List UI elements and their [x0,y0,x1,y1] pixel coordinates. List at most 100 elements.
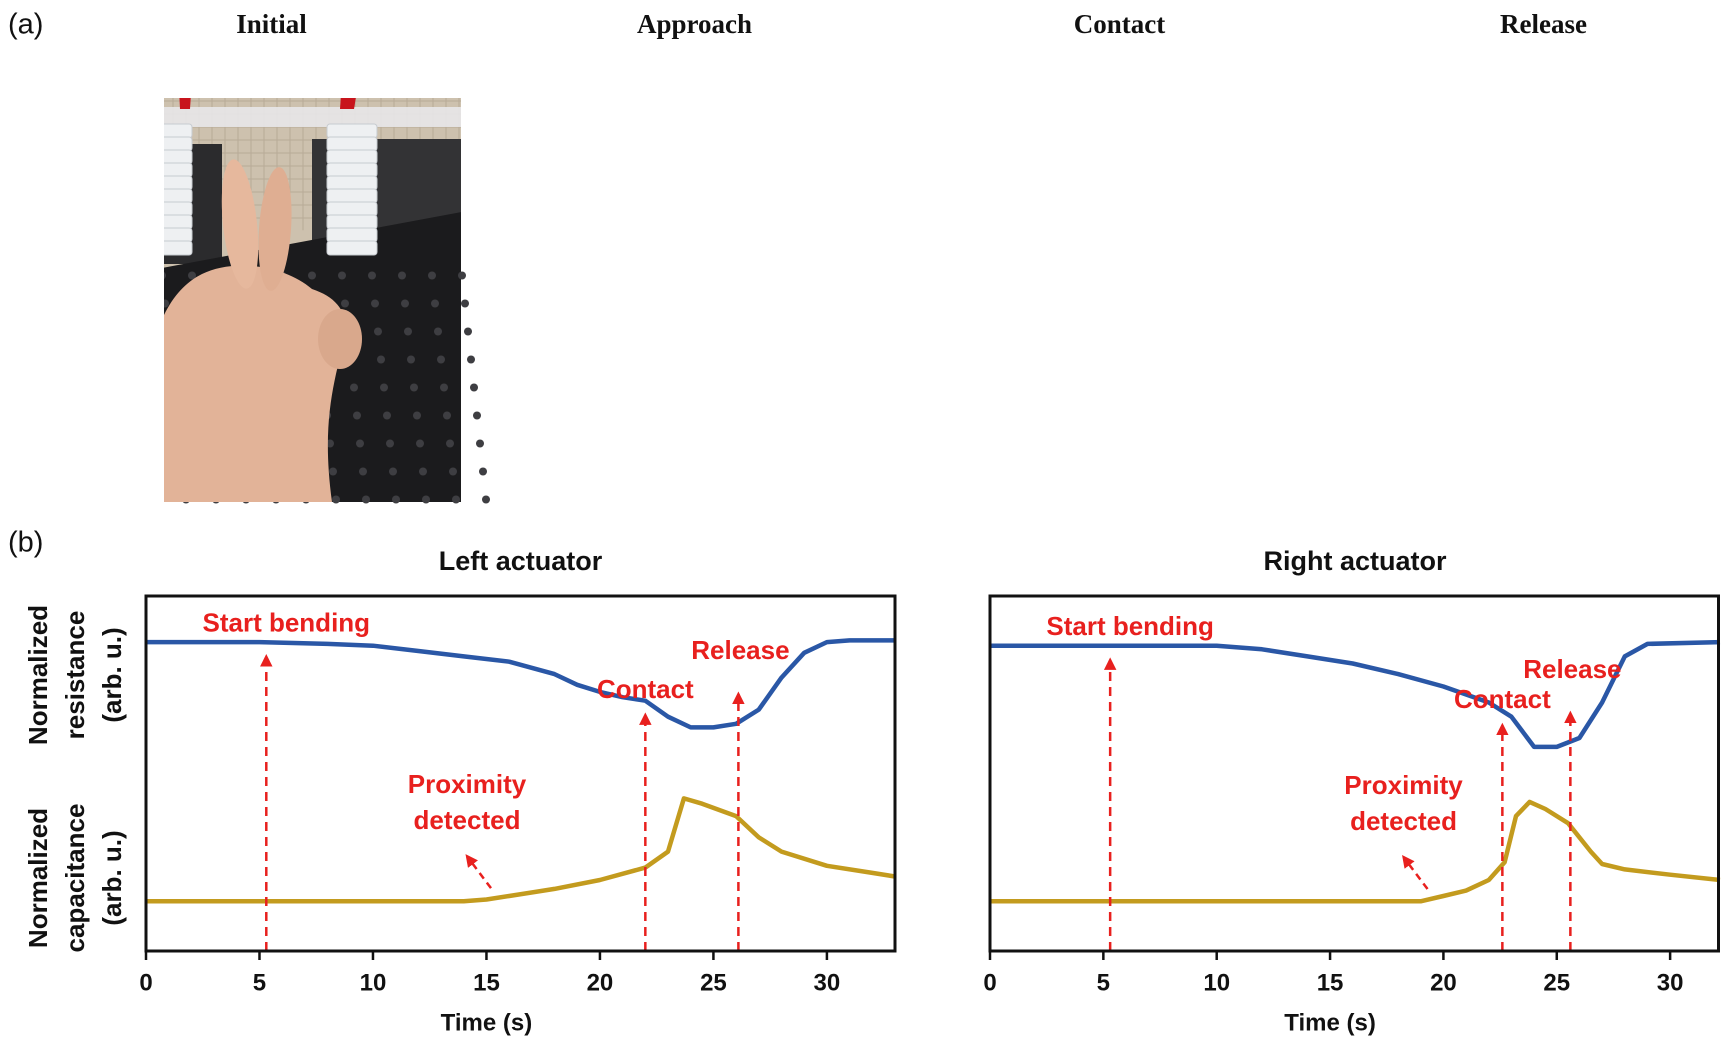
actuator-segment [750,124,800,138]
table-hole [1180,496,1188,504]
table-hole [866,412,874,420]
x-tick-label: 5 [253,969,266,996]
actuator-segment [1598,150,1648,166]
actuator-segment [1599,124,1649,138]
actuator-segment [566,149,617,168]
table-hole [1631,468,1639,476]
photo-row: InitialApproachContactRelease [82,9,1722,503]
actuator-segment [142,150,192,164]
table-hole [860,356,868,364]
table-hole [1255,356,1263,364]
table-hole [1502,384,1510,392]
table-hole [680,356,688,364]
x-tick-label: 25 [1543,969,1570,996]
y-axis-label: Normalized [23,605,53,745]
table-hole [1616,328,1624,336]
actuator-segment [992,148,1044,170]
y-axis-label: (arb. u.) [97,627,127,722]
actuator-segment [142,215,192,229]
table-hole [1150,496,1158,504]
table-hole [1583,300,1591,308]
actuator-segment [571,174,623,197]
actuator-segment [748,149,799,168]
table-hole [1324,440,1332,448]
table-hole [1571,468,1579,476]
photo-title: Contact [1074,9,1165,39]
table-hole [1225,356,1233,364]
actuator-segment [327,150,377,164]
table-hole [1421,468,1429,476]
table-hole [1673,300,1681,308]
table-hole [890,356,898,364]
table-hole [1012,328,1020,336]
table-hole [1691,468,1699,476]
table-hole [599,440,607,448]
table-hole [1126,272,1134,280]
table-hole [764,300,772,308]
actuator-segment [327,137,377,151]
red-clip [1612,49,1636,109]
table-hole [1105,356,1113,364]
table-hole [710,356,718,364]
optical-table [930,212,1309,502]
actuator-segment [142,176,192,190]
table-hole [1544,496,1552,504]
table-hole [1141,412,1149,420]
table-hole [653,384,661,392]
actuator-segment [749,137,800,153]
table-hole [380,384,388,392]
table-hole [329,468,337,476]
table-hole [1159,300,1167,308]
actuator-segment [742,174,794,197]
table-hole [149,468,157,476]
table-hole [1481,468,1489,476]
table-hole [1652,384,1660,392]
table-hole [1541,468,1549,476]
annotation-text: Proximity [1344,770,1463,800]
table-hole [704,300,712,308]
table-hole [374,328,382,336]
actuator-segment [327,241,377,255]
table-hole [1601,468,1609,476]
photo-background [505,49,884,502]
table-hole [473,412,481,420]
actuator-segment [327,163,377,177]
actuator-segment [1116,237,1163,280]
actuator-segment [733,199,785,226]
y-axis-label: Normalized [23,808,53,948]
acrylic-bar [1409,107,1722,127]
table-hole [731,272,739,280]
actuator-segment [1419,201,1470,220]
table-hole [1285,356,1293,364]
annotation-text: Contact [597,674,694,704]
table-hole [1685,412,1693,420]
table-hole [842,468,850,476]
table-hole [1418,440,1426,448]
actuator-segment [142,228,192,242]
table-hole [467,356,475,364]
table-hole [692,468,700,476]
table-hole [143,412,151,420]
actuator-segment [1162,173,1214,202]
table-hole [1442,384,1450,392]
table-hole [1598,440,1606,448]
table-hole [1622,384,1630,392]
table-hole [1490,272,1498,280]
table-hole [1613,300,1621,308]
table-hole [1463,300,1471,308]
table-hole [470,384,478,392]
table-hole [719,440,727,448]
actuator-segment [142,137,192,151]
table-hole [1168,384,1176,392]
photo [82,49,490,504]
actuator-segment [1414,137,1464,152]
table-hole [1174,440,1182,448]
table-hole [797,328,805,336]
table-hole [701,272,709,280]
table-hole [1231,412,1239,420]
table-hole [1048,384,1056,392]
bench-side [930,257,970,502]
table-hole [1415,412,1423,420]
table-hole [1027,468,1035,476]
actuator-segment [1425,240,1476,261]
